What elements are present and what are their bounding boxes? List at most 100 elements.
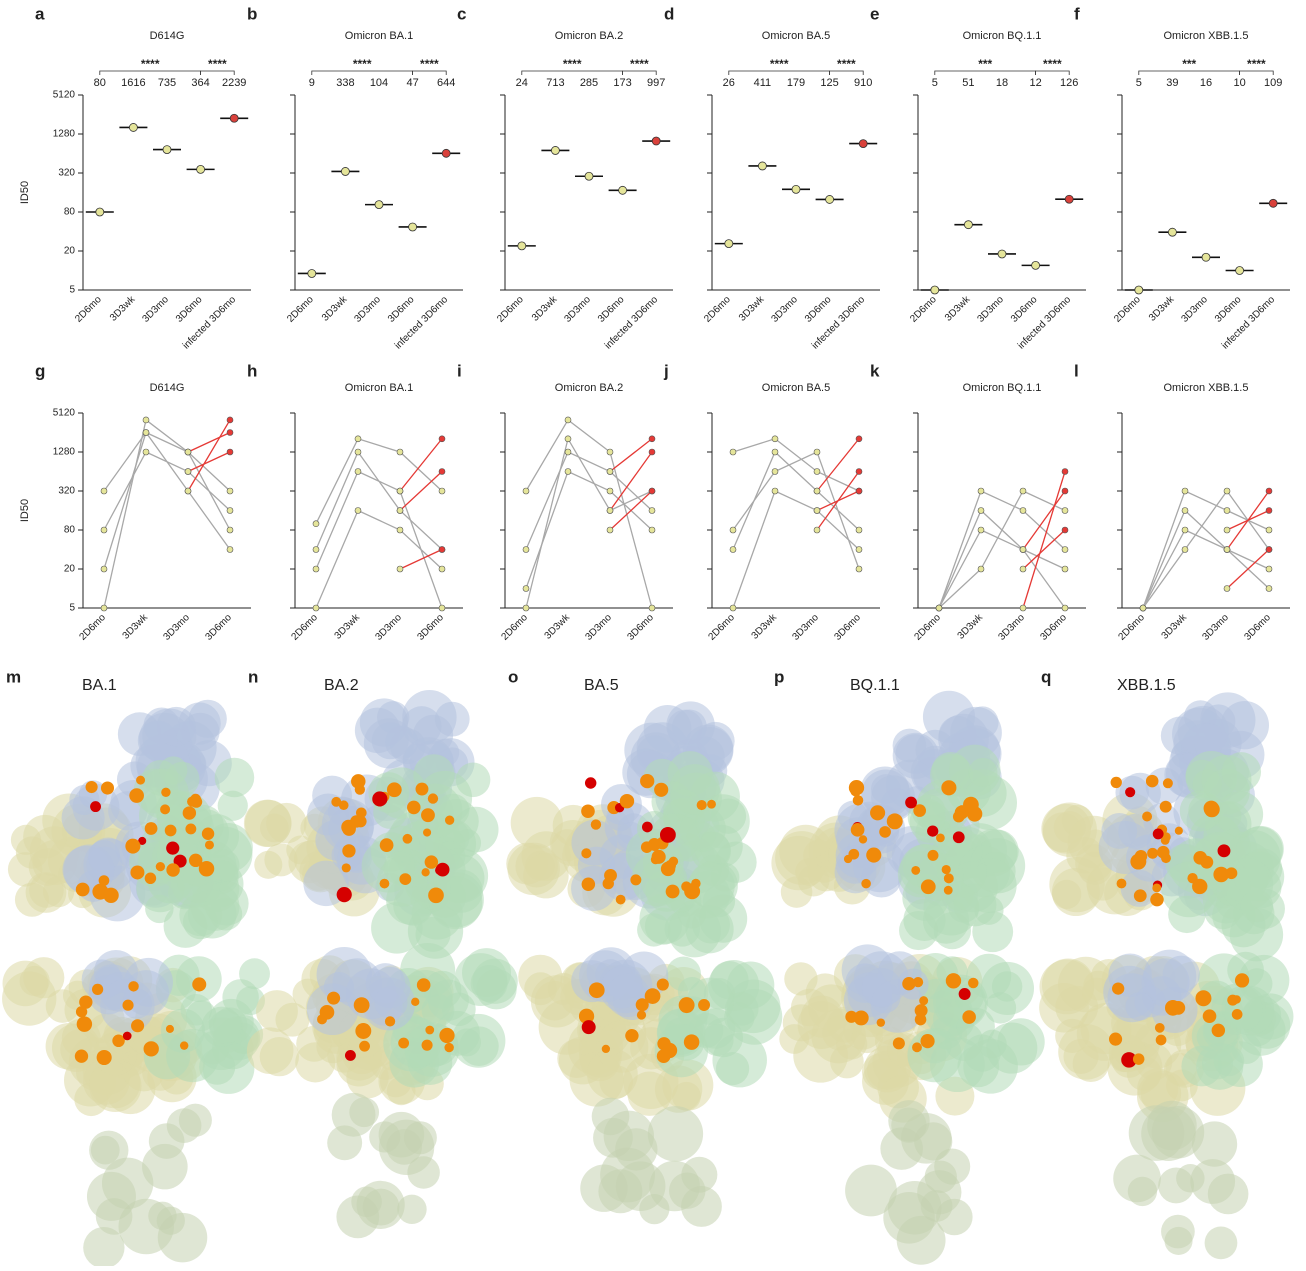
y-tick-label: 80 xyxy=(64,525,76,536)
mutation xyxy=(1142,812,1152,822)
mutation xyxy=(422,1040,433,1051)
value-label: 18 xyxy=(996,77,1008,89)
mean-point xyxy=(998,250,1006,258)
mutation xyxy=(853,795,864,806)
mutation xyxy=(128,981,138,991)
surface xyxy=(317,947,372,1002)
mutation xyxy=(1212,1024,1225,1037)
value-label: 39 xyxy=(1166,77,1178,89)
surface xyxy=(1147,1101,1197,1151)
mutation xyxy=(385,1016,395,1026)
mutation xyxy=(1146,775,1159,788)
series-line xyxy=(817,439,859,491)
mutation xyxy=(850,786,861,797)
point xyxy=(565,449,571,455)
point xyxy=(1224,586,1230,592)
surface xyxy=(698,855,729,886)
point xyxy=(1224,527,1230,533)
point xyxy=(772,469,778,475)
significance: **** xyxy=(353,57,372,71)
point xyxy=(185,469,191,475)
surface xyxy=(1125,992,1153,1020)
mutation xyxy=(342,844,355,857)
point xyxy=(397,508,403,514)
mutation xyxy=(205,840,214,849)
mutation xyxy=(616,895,626,905)
mutation xyxy=(879,826,891,838)
point xyxy=(649,605,655,611)
structure-label: BA.5 xyxy=(584,677,619,694)
surface xyxy=(149,1123,185,1159)
value-label: 5 xyxy=(1136,77,1142,89)
point xyxy=(978,508,984,514)
mutation xyxy=(1156,1035,1167,1046)
value-label: 285 xyxy=(580,77,598,89)
surface xyxy=(1161,862,1217,918)
point xyxy=(607,527,613,533)
surface xyxy=(202,1007,242,1047)
mutation xyxy=(959,988,971,1000)
point xyxy=(1020,566,1026,572)
surface xyxy=(1222,752,1261,791)
surface xyxy=(600,1148,655,1203)
mutation xyxy=(131,1019,144,1032)
point xyxy=(523,547,529,553)
y-tick-label: 5120 xyxy=(53,408,76,419)
value-label: 16 xyxy=(1200,77,1212,89)
mutation xyxy=(428,793,438,803)
value-label: 10 xyxy=(1233,77,1245,89)
x-tick-label: 3D3mo xyxy=(769,294,800,325)
series-line xyxy=(939,491,1065,608)
mutation xyxy=(630,874,641,885)
mutation xyxy=(445,816,454,825)
mutation xyxy=(1117,879,1127,889)
surface xyxy=(699,895,747,943)
x-tick-label: 3D6mo xyxy=(596,294,627,325)
significance-bracket xyxy=(1036,71,1070,75)
mutation xyxy=(902,977,915,990)
mutation xyxy=(1203,1009,1217,1023)
point xyxy=(649,436,655,442)
point xyxy=(814,488,820,494)
mutation xyxy=(946,973,961,988)
page: {"chart_data": [ {"type": "strip", "pane… xyxy=(0,0,1306,1266)
mutation xyxy=(355,1023,371,1039)
point xyxy=(772,449,778,455)
mutation xyxy=(921,879,936,894)
point xyxy=(101,605,107,611)
mutation xyxy=(416,783,429,796)
surface xyxy=(695,1008,735,1048)
mutation xyxy=(697,800,707,810)
point xyxy=(814,469,820,475)
surface xyxy=(1205,1226,1238,1259)
value-label: 12 xyxy=(1029,77,1041,89)
x-tick-label: 2D6mo xyxy=(285,294,316,325)
mean-point xyxy=(725,240,733,248)
point xyxy=(397,449,403,455)
point xyxy=(607,469,613,475)
y-axis-label: ID50 xyxy=(19,499,31,522)
x-tick-label: 3D3mo xyxy=(1200,612,1231,643)
chart-title: D614G xyxy=(150,382,185,394)
panel-letter: o xyxy=(508,667,518,686)
mutation xyxy=(582,878,596,892)
mutation xyxy=(1160,801,1172,813)
value-label: 125 xyxy=(820,77,838,89)
mutation xyxy=(342,863,351,872)
panel-letter: j xyxy=(663,361,669,380)
mutation xyxy=(679,997,695,1013)
point xyxy=(856,527,862,533)
x-tick-label: 3D3mo xyxy=(975,294,1006,325)
x-tick-label: 3D3wk xyxy=(750,612,780,642)
mutation xyxy=(123,1032,132,1041)
x-tick-label: 3D3mo xyxy=(996,612,1027,643)
significance: **** xyxy=(208,57,227,71)
mean-point xyxy=(792,185,800,193)
series-line xyxy=(526,420,652,608)
point xyxy=(936,605,942,611)
value-label: 364 xyxy=(191,77,209,89)
point xyxy=(143,449,149,455)
mutation xyxy=(444,1043,453,1052)
point xyxy=(607,449,613,455)
mutation xyxy=(130,865,144,879)
